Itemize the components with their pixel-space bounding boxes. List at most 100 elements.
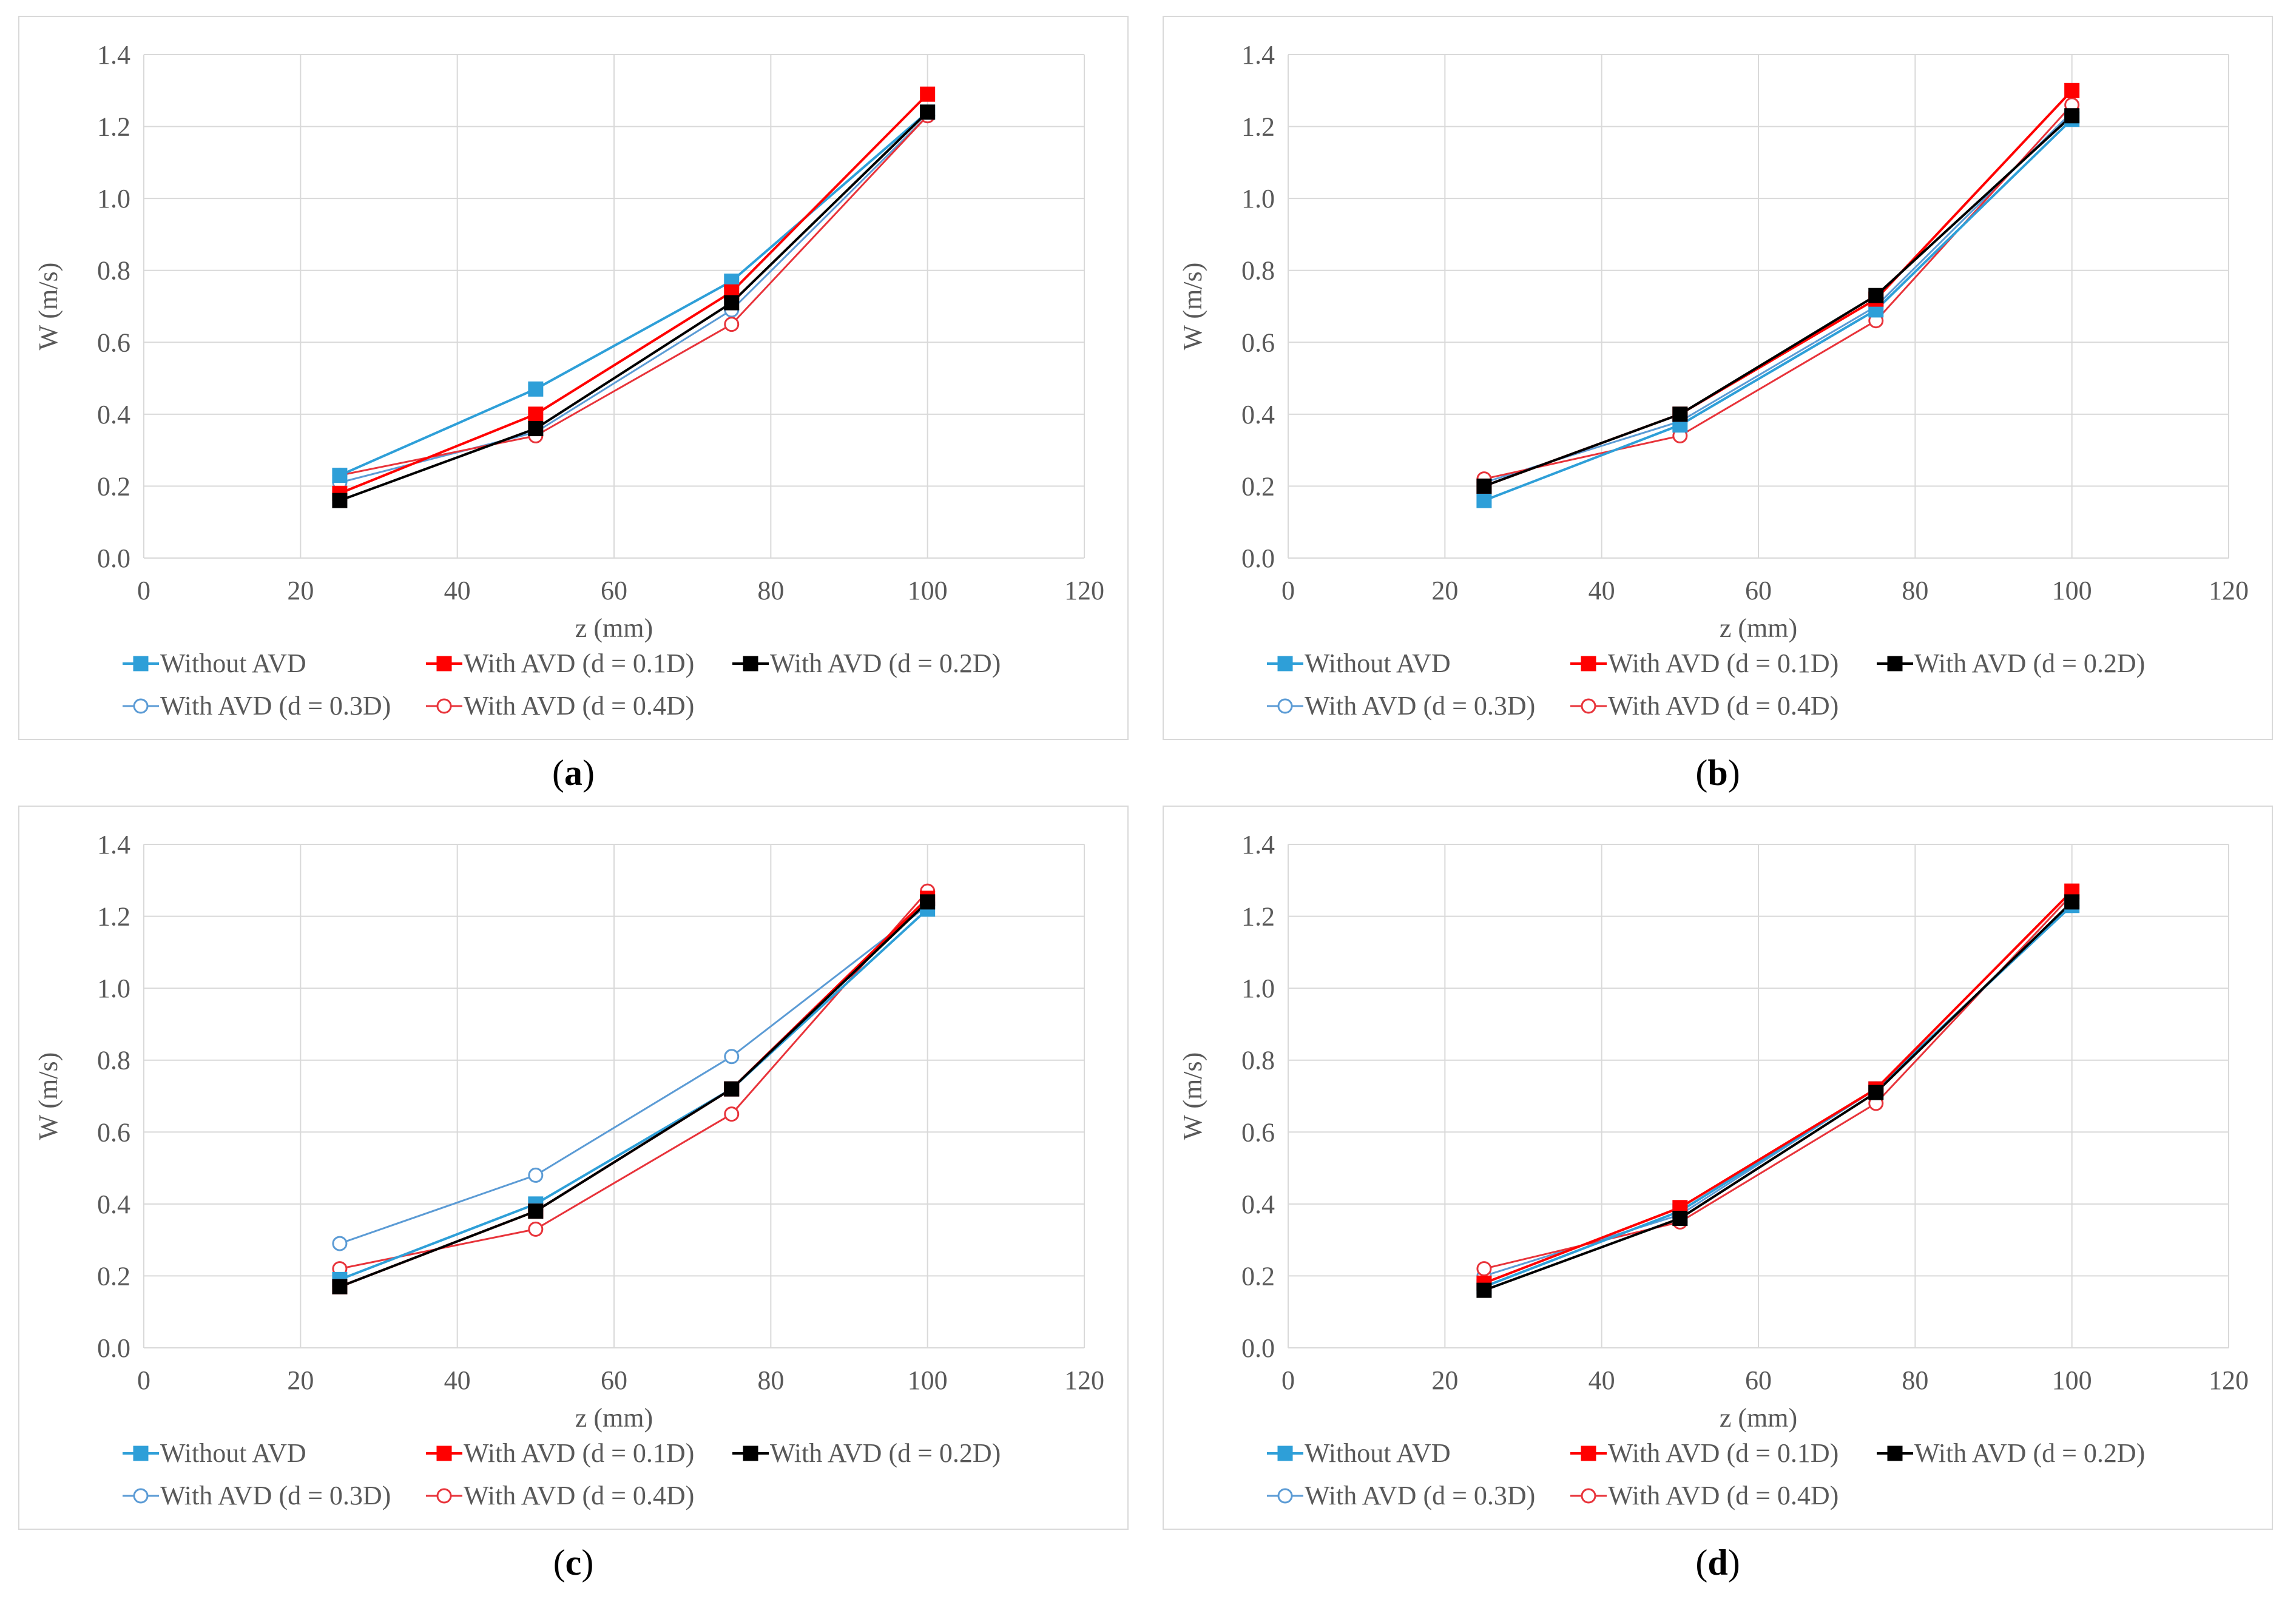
legend-marker-a-3 (133, 698, 149, 714)
series-line-d-1 (1484, 890, 2073, 1285)
y-tick-label-c-2: 0.4 (97, 1190, 130, 1219)
y-tick-label-d-7: 1.4 (1241, 830, 1275, 860)
legend-label-d-3: With AVD (d = 0.3D) (1305, 1481, 1535, 1510)
panel-caption-b-letter: b (1707, 753, 1728, 793)
x-tick-label-b-2: 40 (1589, 576, 1615, 605)
data-point-c-4-1 (528, 1221, 544, 1237)
legend-label-c-2: With AVD (d = 0.2D) (770, 1438, 1001, 1468)
chart-svg-c: 0.0 0.2 0.4 0.6 0.8 1.0 1.2 1.4 0 20 40 60 80 100 120 z… (33, 830, 1104, 1510)
series-line-a-3 (339, 115, 928, 483)
y-tick-label-c-4: 0.8 (97, 1046, 130, 1075)
data-point-b-0-0 (1476, 493, 1492, 508)
legend-marker-a-4 (436, 698, 452, 714)
legend-label-c-3: With AVD (d = 0.3D) (160, 1481, 391, 1510)
x-tick-label-b-0: 0 (1281, 576, 1295, 605)
x-tick-label-a-4: 80 (757, 576, 784, 605)
legend-label-a-3: With AVD (d = 0.3D) (160, 691, 391, 721)
y-tick-label-d-6: 1.2 (1241, 902, 1275, 932)
y-tick-label-a-4: 0.8 (97, 256, 130, 286)
legend-label-b-0: Without AVD (1305, 648, 1451, 678)
legend-marker-c-0 (133, 1446, 149, 1461)
x-tick-label-a-1: 20 (287, 576, 314, 605)
legend-label-d-1: With AVD (d = 0.1D) (1608, 1438, 1838, 1468)
y-tick-label-a-1: 0.2 (97, 471, 130, 501)
x-tick-label-d-3: 60 (1745, 1365, 1772, 1395)
y-tick-label-b-0: 0.0 (1241, 544, 1275, 573)
data-point-b-2-3 (2064, 108, 2080, 124)
x-tick-label-c-4: 80 (757, 1365, 784, 1395)
x-tick-label-c-3: 60 (601, 1365, 627, 1395)
x-tick-label-d-1: 20 (1431, 1365, 1458, 1395)
data-point-b-1-3 (2064, 82, 2080, 98)
series-line-a-0 (339, 111, 928, 477)
data-point-b-2-1 (1672, 406, 1688, 422)
panel-caption-c: (c) (553, 1543, 594, 1583)
series-line-d-4 (1484, 894, 2073, 1270)
y-tick-label-d-0: 0.0 (1241, 1333, 1275, 1363)
legend-marker-d-4 (1581, 1488, 1596, 1504)
x-tick-label-b-1: 20 (1431, 576, 1458, 605)
y-tick-label-d-5: 1.0 (1241, 974, 1275, 1003)
legend-marker-b-2 (1887, 656, 1903, 671)
panel-caption-a: (a) (552, 753, 595, 793)
x-tick-label-b-3: 60 (1745, 576, 1772, 605)
chart-panel-b: 0.0 0.2 0.4 0.6 0.8 1.0 1.2 1.4 0 20 40 60 80 100 120 z… (1163, 16, 2273, 740)
x-axis-title-c: z (mm) (575, 1403, 653, 1433)
y-tick-label-a-0: 0.0 (97, 544, 130, 573)
data-point-c-3-2 (724, 1049, 740, 1065)
legend-label-a-0: Without AVD (160, 648, 306, 678)
data-point-d-4-0 (1476, 1261, 1492, 1277)
y-tick-label-c-3: 0.6 (97, 1117, 130, 1147)
legend-marker-d-3 (1277, 1488, 1293, 1504)
y-tick-label-d-4: 0.8 (1241, 1046, 1275, 1075)
y-tick-label-a-5: 1.0 (97, 184, 130, 214)
legend-label-d-0: Without AVD (1305, 1438, 1451, 1468)
y-tick-label-d-2: 0.4 (1241, 1190, 1275, 1219)
data-point-a-0-1 (528, 381, 544, 397)
chart-svg-b: 0.0 0.2 0.4 0.6 0.8 1.0 1.2 1.4 0 20 40 60 80 100 120 z… (1178, 40, 2249, 721)
y-tick-label-b-7: 1.4 (1241, 40, 1275, 70)
data-point-a-0-0 (332, 468, 348, 483)
series-line-c-1 (339, 897, 929, 1288)
data-point-a-1-1 (528, 406, 544, 422)
legend-label-b-2: With AVD (d = 0.2D) (1914, 648, 2145, 678)
x-tick-label-a-6: 120 (1064, 576, 1104, 605)
series-line-a-1 (339, 93, 929, 495)
x-tick-label-d-5: 100 (2052, 1365, 2092, 1395)
x-tick-label-d-2: 40 (1589, 1365, 1615, 1395)
data-point-c-4-2 (724, 1106, 740, 1122)
x-tick-label-d-0: 0 (1281, 1365, 1295, 1395)
x-tick-label-b-6: 120 (2209, 576, 2249, 605)
series-line-d-0 (1484, 904, 2073, 1288)
y-tick-label-c-5: 1.0 (97, 974, 130, 1003)
legend-label-c-4: With AVD (d = 0.4D) (464, 1481, 694, 1510)
y-tick-label-b-2: 0.4 (1241, 400, 1275, 429)
legend-marker-a-2 (743, 656, 758, 671)
data-point-c-2-3 (920, 894, 936, 910)
y-tick-label-d-1: 0.2 (1241, 1261, 1275, 1291)
y-axis-title-d: W (m/s) (1178, 1052, 1207, 1140)
data-point-a-2-2 (724, 295, 740, 311)
legend-label-d-2: With AVD (d = 0.2D) (1914, 1438, 2145, 1468)
series-line-a-2 (339, 111, 929, 502)
legend-marker-a-0 (133, 656, 149, 671)
y-tick-label-b-3: 0.6 (1241, 328, 1275, 357)
data-point-a-2-3 (920, 104, 936, 120)
chart-panel-a: 0.0 0.2 0.4 0.6 0.8 1.0 1.2 1.4 0 20 40 60 80 100 120 z… (18, 16, 1129, 740)
x-tick-label-a-2: 40 (444, 576, 471, 605)
y-tick-label-c-0: 0.0 (97, 1333, 130, 1363)
y-tick-label-b-1: 0.2 (1241, 471, 1275, 501)
y-axis-title-c: W (m/s) (33, 1052, 63, 1140)
legend-label-b-3: With AVD (d = 0.3D) (1305, 691, 1535, 721)
legend-marker-d-1 (1581, 1446, 1596, 1461)
legend-marker-d-2 (1887, 1446, 1903, 1461)
data-point-c-3-0 (332, 1236, 348, 1251)
data-point-a-2-1 (528, 421, 544, 437)
data-point-d-2-0 (1476, 1282, 1492, 1298)
data-point-a-4-2 (724, 317, 740, 332)
y-axis-title-a: W (m/s) (33, 263, 63, 351)
series-line-d-3 (1484, 904, 2073, 1277)
y-tick-label-a-7: 1.4 (97, 40, 130, 70)
legend-marker-a-1 (436, 656, 452, 671)
legend-marker-c-4 (436, 1488, 452, 1504)
